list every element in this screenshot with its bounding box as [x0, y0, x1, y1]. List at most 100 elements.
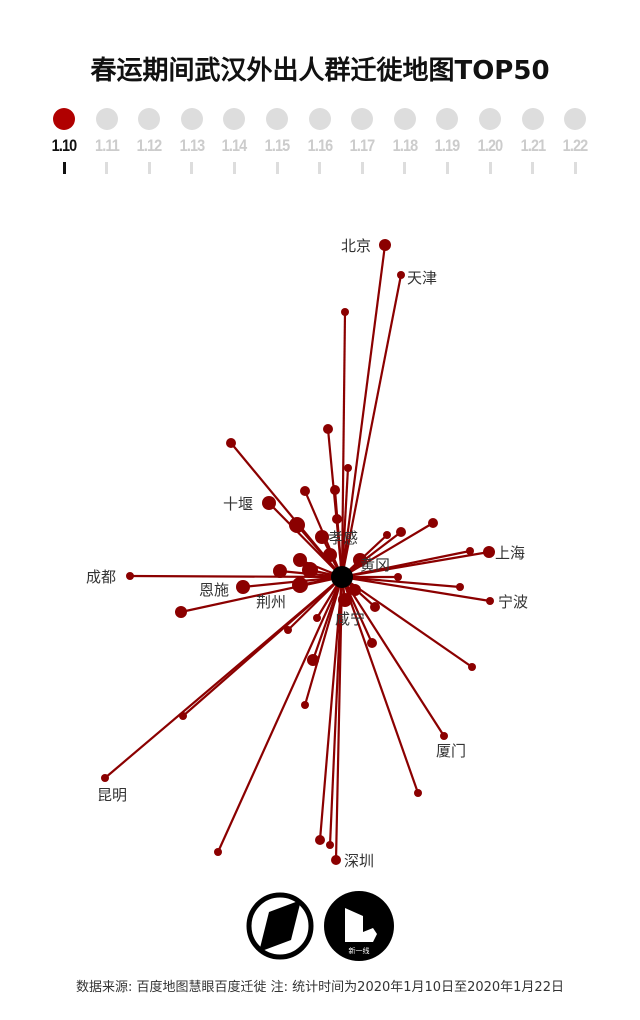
jiemian-logo-icon: [246, 892, 314, 960]
timeline-marker: [275, 162, 279, 174]
timeline-date-1.14[interactable]: 1.14: [214, 108, 254, 174]
city-label: 上海: [495, 544, 525, 562]
timeline-dot[interactable]: [351, 108, 374, 130]
timeline-date-label: 1.14: [222, 136, 248, 155]
city-label: 荆州: [256, 593, 286, 611]
timeline-date-label: 1.20: [477, 136, 504, 155]
source-note: 数据来源: 百度地图慧眼百度迁徙 注: 统计时间为2020年1月10日至2020…: [76, 980, 564, 995]
destination-dot: [367, 638, 377, 648]
timeline-date-1.19[interactable]: 1.19: [427, 108, 467, 174]
destination-dot: [214, 848, 222, 856]
timeline-date-1.12[interactable]: 1.12: [129, 108, 169, 174]
destination-dot: [301, 701, 309, 709]
city-label: 咸宁: [335, 610, 365, 628]
flow-line: [296, 524, 343, 578]
timeline-date-1.20[interactable]: 1.20: [470, 108, 510, 174]
timeline-date-1.15[interactable]: 1.15: [257, 108, 297, 174]
flow-line: [180, 575, 343, 614]
destination-dot: [284, 626, 292, 634]
timeline-marker: [403, 162, 407, 174]
destination-dot: [486, 597, 494, 605]
destination-dot: [428, 518, 438, 528]
timeline-dot[interactable]: [180, 108, 203, 130]
destination-dot: [341, 308, 349, 316]
timeline-dot[interactable]: [393, 108, 416, 130]
timeline-date-1.21[interactable]: 1.21: [513, 108, 553, 174]
timeline-dot[interactable]: [521, 108, 544, 130]
destination-dot: [331, 855, 341, 865]
destination-dot: [273, 564, 287, 578]
timeline-date-1.18[interactable]: 1.18: [385, 108, 425, 174]
destination-dot: [349, 584, 361, 596]
destination-dot: [466, 547, 474, 555]
destination-dot: [468, 663, 476, 671]
flow-line: [242, 575, 343, 589]
destination-dot: [302, 562, 318, 578]
flow-line: [340, 311, 347, 578]
destination-dot: [483, 546, 495, 558]
timeline-date-1.16[interactable]: 1.16: [300, 108, 340, 174]
flow-line: [340, 576, 420, 794]
timeline-dot[interactable]: [308, 108, 331, 130]
timeline-date-1.22[interactable]: 1.22: [555, 108, 595, 174]
origin-hub: [331, 566, 353, 588]
timeline-date-label: 1.10: [51, 136, 78, 155]
destination-dot: [338, 593, 352, 607]
timeline-date-1.10[interactable]: 1.10: [44, 108, 84, 174]
timeline-date-1.17[interactable]: 1.17: [342, 108, 382, 174]
destination-dot: [323, 548, 337, 562]
timeline-dot[interactable]: [436, 108, 459, 130]
destination-dot: [370, 602, 380, 612]
city-label: 昆明: [97, 786, 127, 804]
flow-line: [104, 576, 343, 779]
destination-dot: [394, 573, 402, 581]
flow-line: [334, 576, 344, 861]
timeline-marker: [531, 162, 535, 174]
date-timeline: 1.10 1.11 1.12 1.13 1.14 1.15 1.16 1.17 …: [44, 108, 604, 188]
flow-line: [340, 274, 403, 578]
destination-dot: [396, 527, 406, 537]
timeline-marker: [445, 162, 449, 174]
flow-line: [216, 576, 344, 853]
timeline-date-label: 1.17: [349, 136, 376, 155]
flow-line: [268, 502, 343, 578]
destination-dot: [414, 789, 422, 797]
destination-dot: [353, 553, 367, 567]
destination-dot: [332, 514, 342, 524]
destination-dot: [315, 530, 329, 544]
timeline-date-1.13[interactable]: 1.13: [172, 108, 212, 174]
flow-line: [341, 575, 461, 589]
timeline-dot[interactable]: [223, 108, 246, 130]
city-label: 恩施: [199, 581, 229, 599]
logo-text: 新一线: [349, 946, 370, 955]
flow-line: [341, 550, 490, 579]
city-label: 厦门: [436, 742, 466, 760]
flow-line: [340, 467, 350, 578]
city-label: 孝感: [328, 529, 358, 547]
timeline-date-1.11[interactable]: 1.11: [87, 108, 127, 174]
destination-dot: [226, 438, 236, 448]
flow-line: [303, 576, 344, 706]
destination-dot: [101, 774, 109, 782]
timeline-dot[interactable]: [266, 108, 288, 130]
timeline-date-label: 1.19: [435, 136, 461, 155]
timeline-dot[interactable]: [53, 108, 75, 130]
flow-line: [318, 576, 344, 841]
timeline-date-label: 1.12: [136, 136, 163, 155]
timeline-marker: [360, 162, 364, 174]
page-title: 春运期间武汉外出人群迁徙地图TOP50: [90, 56, 550, 86]
destination-dot: [293, 553, 307, 567]
timeline-marker: [62, 162, 66, 174]
timeline-date-label: 1.11: [94, 136, 120, 155]
timeline-date-label: 1.16: [307, 136, 333, 155]
timeline-dot[interactable]: [479, 108, 501, 130]
timeline-dot[interactable]: [95, 108, 118, 130]
destination-dot: [300, 486, 310, 496]
timeline-dot[interactable]: [138, 108, 161, 130]
timeline-date-label: 1.22: [562, 136, 589, 155]
destination-dot: [456, 583, 464, 591]
destination-dot: [440, 732, 448, 740]
timeline-dot[interactable]: [564, 108, 587, 130]
destination-dot: [379, 239, 391, 251]
